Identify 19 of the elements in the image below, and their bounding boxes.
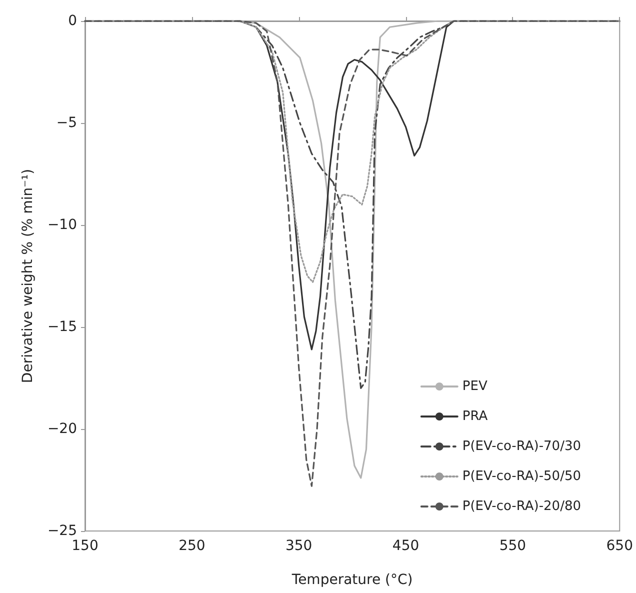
y-tick-label: −25 bbox=[47, 523, 77, 539]
x-tick-label: 450 bbox=[392, 538, 420, 554]
x-axis-title: Temperature (°C) bbox=[290, 572, 413, 588]
legend-label: P(EV-co-RA)-50/50 bbox=[462, 469, 582, 484]
x-tick-label: 350 bbox=[285, 538, 312, 554]
legend-label: PEV bbox=[462, 379, 488, 394]
y-axis-title: Derivative weight % (% min⁻¹) bbox=[20, 168, 36, 384]
x-tick-label: 250 bbox=[178, 538, 206, 554]
y-tick-label: −5 bbox=[56, 115, 77, 131]
y-tick-label: 0 bbox=[68, 13, 77, 29]
legend-label: PRA bbox=[462, 409, 488, 424]
x-tick-label: 550 bbox=[499, 538, 526, 554]
legend-label: P(EV-co-RA)-70/30 bbox=[462, 439, 582, 454]
legend-label: P(EV-co-RA)-20/80 bbox=[462, 499, 582, 514]
x-tick-label: 650 bbox=[606, 538, 634, 554]
y-tick-label: −20 bbox=[47, 421, 77, 437]
x-tick-label: 150 bbox=[72, 538, 98, 554]
y-tick-label: −15 bbox=[47, 319, 77, 335]
y-tick-label: −10 bbox=[47, 217, 77, 233]
